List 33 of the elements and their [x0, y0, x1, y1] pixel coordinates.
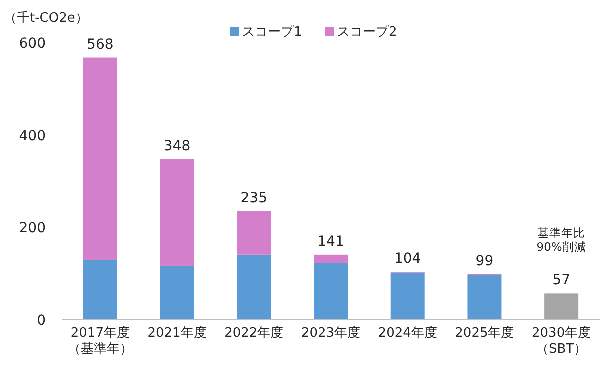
bar: [237, 254, 272, 320]
total-label: 348: [164, 138, 191, 154]
y-tick-label: 600: [19, 36, 46, 52]
bar: [468, 275, 502, 320]
bar: [314, 254, 348, 264]
x-tick-label: 2025年度: [454, 326, 516, 342]
bar: [237, 212, 272, 255]
y-tick-label: 400: [19, 128, 46, 144]
x-tick-label: 2023年度: [300, 326, 362, 342]
x-tick-label: 2017年度（基準年）: [66, 326, 134, 358]
total-label: 104: [394, 250, 422, 267]
bar: [83, 260, 118, 320]
total-label: 235: [240, 190, 268, 207]
bar: [160, 159, 194, 266]
x-tick-label: 2022年度: [224, 326, 285, 342]
total-label: 99: [476, 253, 494, 270]
bar: [160, 266, 194, 320]
total-label: 141: [318, 234, 344, 250]
total-label: 57: [552, 272, 570, 289]
bar: [83, 58, 118, 260]
y-tick-label: 200: [19, 220, 46, 237]
x-tick-label: 2021年度: [146, 326, 208, 342]
x-tick-label: 2030年度（SBT）: [531, 326, 592, 358]
y-axis-title: （千t-CO2e）: [4, 11, 88, 26]
bar: [544, 294, 579, 320]
annotation: 基準年比90%削減: [536, 226, 588, 254]
bar: [314, 263, 348, 320]
y-tick-label: 0: [37, 313, 46, 329]
total-label: 568: [87, 36, 114, 53]
legend-label: スコープ1: [242, 25, 302, 40]
legend-label: スコープ2: [337, 25, 398, 40]
bar: [390, 272, 425, 320]
x-tick-label: 2024年度: [377, 326, 438, 342]
